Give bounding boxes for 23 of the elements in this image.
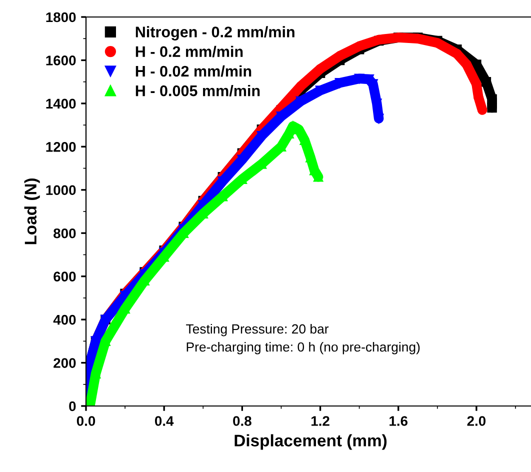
y-tick-label: 600 <box>54 272 76 282</box>
y-axis-title: Load (N) <box>24 178 40 244</box>
x-axis-title: Displacement (mm) <box>234 434 387 450</box>
y-tick-label: 200 <box>54 358 76 368</box>
y-tick-label: 1800 <box>46 12 76 22</box>
x-tick-label: 0.0 <box>76 416 96 426</box>
y-tick-label: 800 <box>54 228 76 238</box>
annotation: Testing Pressure: 20 bar Pre-charging time: 0 h (no pre-charging) <box>186 324 420 354</box>
x-tick-label: 1.2 <box>311 416 330 426</box>
y-tick-label: 1000 <box>46 185 76 196</box>
x-tick-label: 0.8 <box>233 416 252 426</box>
legend-label: H - 0.2 mm/min <box>136 46 243 58</box>
x-tick-label: 0.4 <box>154 416 174 426</box>
legend-label: H - 0.005 mm/min <box>136 85 260 96</box>
legend-label: Nitrogen - 0.2 mm/min <box>136 26 294 40</box>
y-tick-label: 400 <box>53 314 76 325</box>
y-tick-label: 1400 <box>46 98 76 109</box>
y-tick-label: 0 <box>69 401 76 412</box>
x-tick-label: 2.0 <box>467 416 486 426</box>
y-tick-label: 1200 <box>46 142 76 152</box>
y-tick-label: 1600 <box>46 56 76 66</box>
legend-label: H - 0.02 mm/min <box>136 65 252 77</box>
x-tick-label: 1.6 <box>390 416 408 426</box>
